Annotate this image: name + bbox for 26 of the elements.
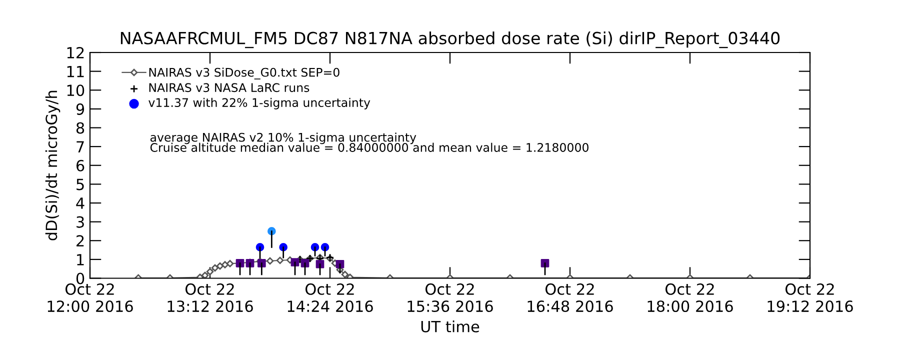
x-tick-label: Oct 22 14:24 2016 <box>288 283 373 312</box>
y-tick-label: 0 <box>76 272 84 284</box>
y-tick-label: 5 <box>76 178 84 190</box>
x-tick-label: Oct 22 13:12 2016 <box>168 283 253 312</box>
x-tick-label: Oct 22 15:36 2016 <box>408 283 493 312</box>
y-tick-label: 11 <box>67 66 84 78</box>
y-tick-label: 6 <box>76 160 84 172</box>
legend-label: NAIRAS v3 SiDose_G0.txt SEP=0 <box>149 68 340 80</box>
x-tick-label: Oct 22 19:12 2016 <box>768 283 853 312</box>
y-tick-label: 8 <box>76 122 84 134</box>
x-tick-label: Oct 22 16:48 2016 <box>528 283 613 312</box>
legend-label: NAIRAS v3 NASA LaRC runs <box>149 83 310 92</box>
legend-label: v11.37 with 22% 1-sigma uncertainty <box>148 98 370 110</box>
y-tick-label: 12 <box>67 46 84 58</box>
y-tick-label: 4 <box>76 198 84 209</box>
x-axis-title: UT time <box>421 320 480 332</box>
chart-title: NASAAFRCMUL_FM5 DC87 N817NA absorbed dose rate (Si) dirIP_Report_03440 <box>120 32 780 48</box>
y-tick-label: 1 <box>77 254 84 266</box>
y-tick-label: 2 <box>76 235 84 246</box>
y-tick-label: 7 <box>76 141 84 152</box>
y-axis-title: dD(Si)/dt microGy/h <box>45 90 60 240</box>
y-tick-label: 9 <box>76 103 84 115</box>
y-tick-label: 3 <box>76 216 84 228</box>
y-tick-label: 10 <box>67 84 84 96</box>
x-tick-label: Oct 22 12:00 2016 <box>48 283 133 312</box>
x-tick-label: Oct 22 18:00 2016 <box>648 283 733 312</box>
